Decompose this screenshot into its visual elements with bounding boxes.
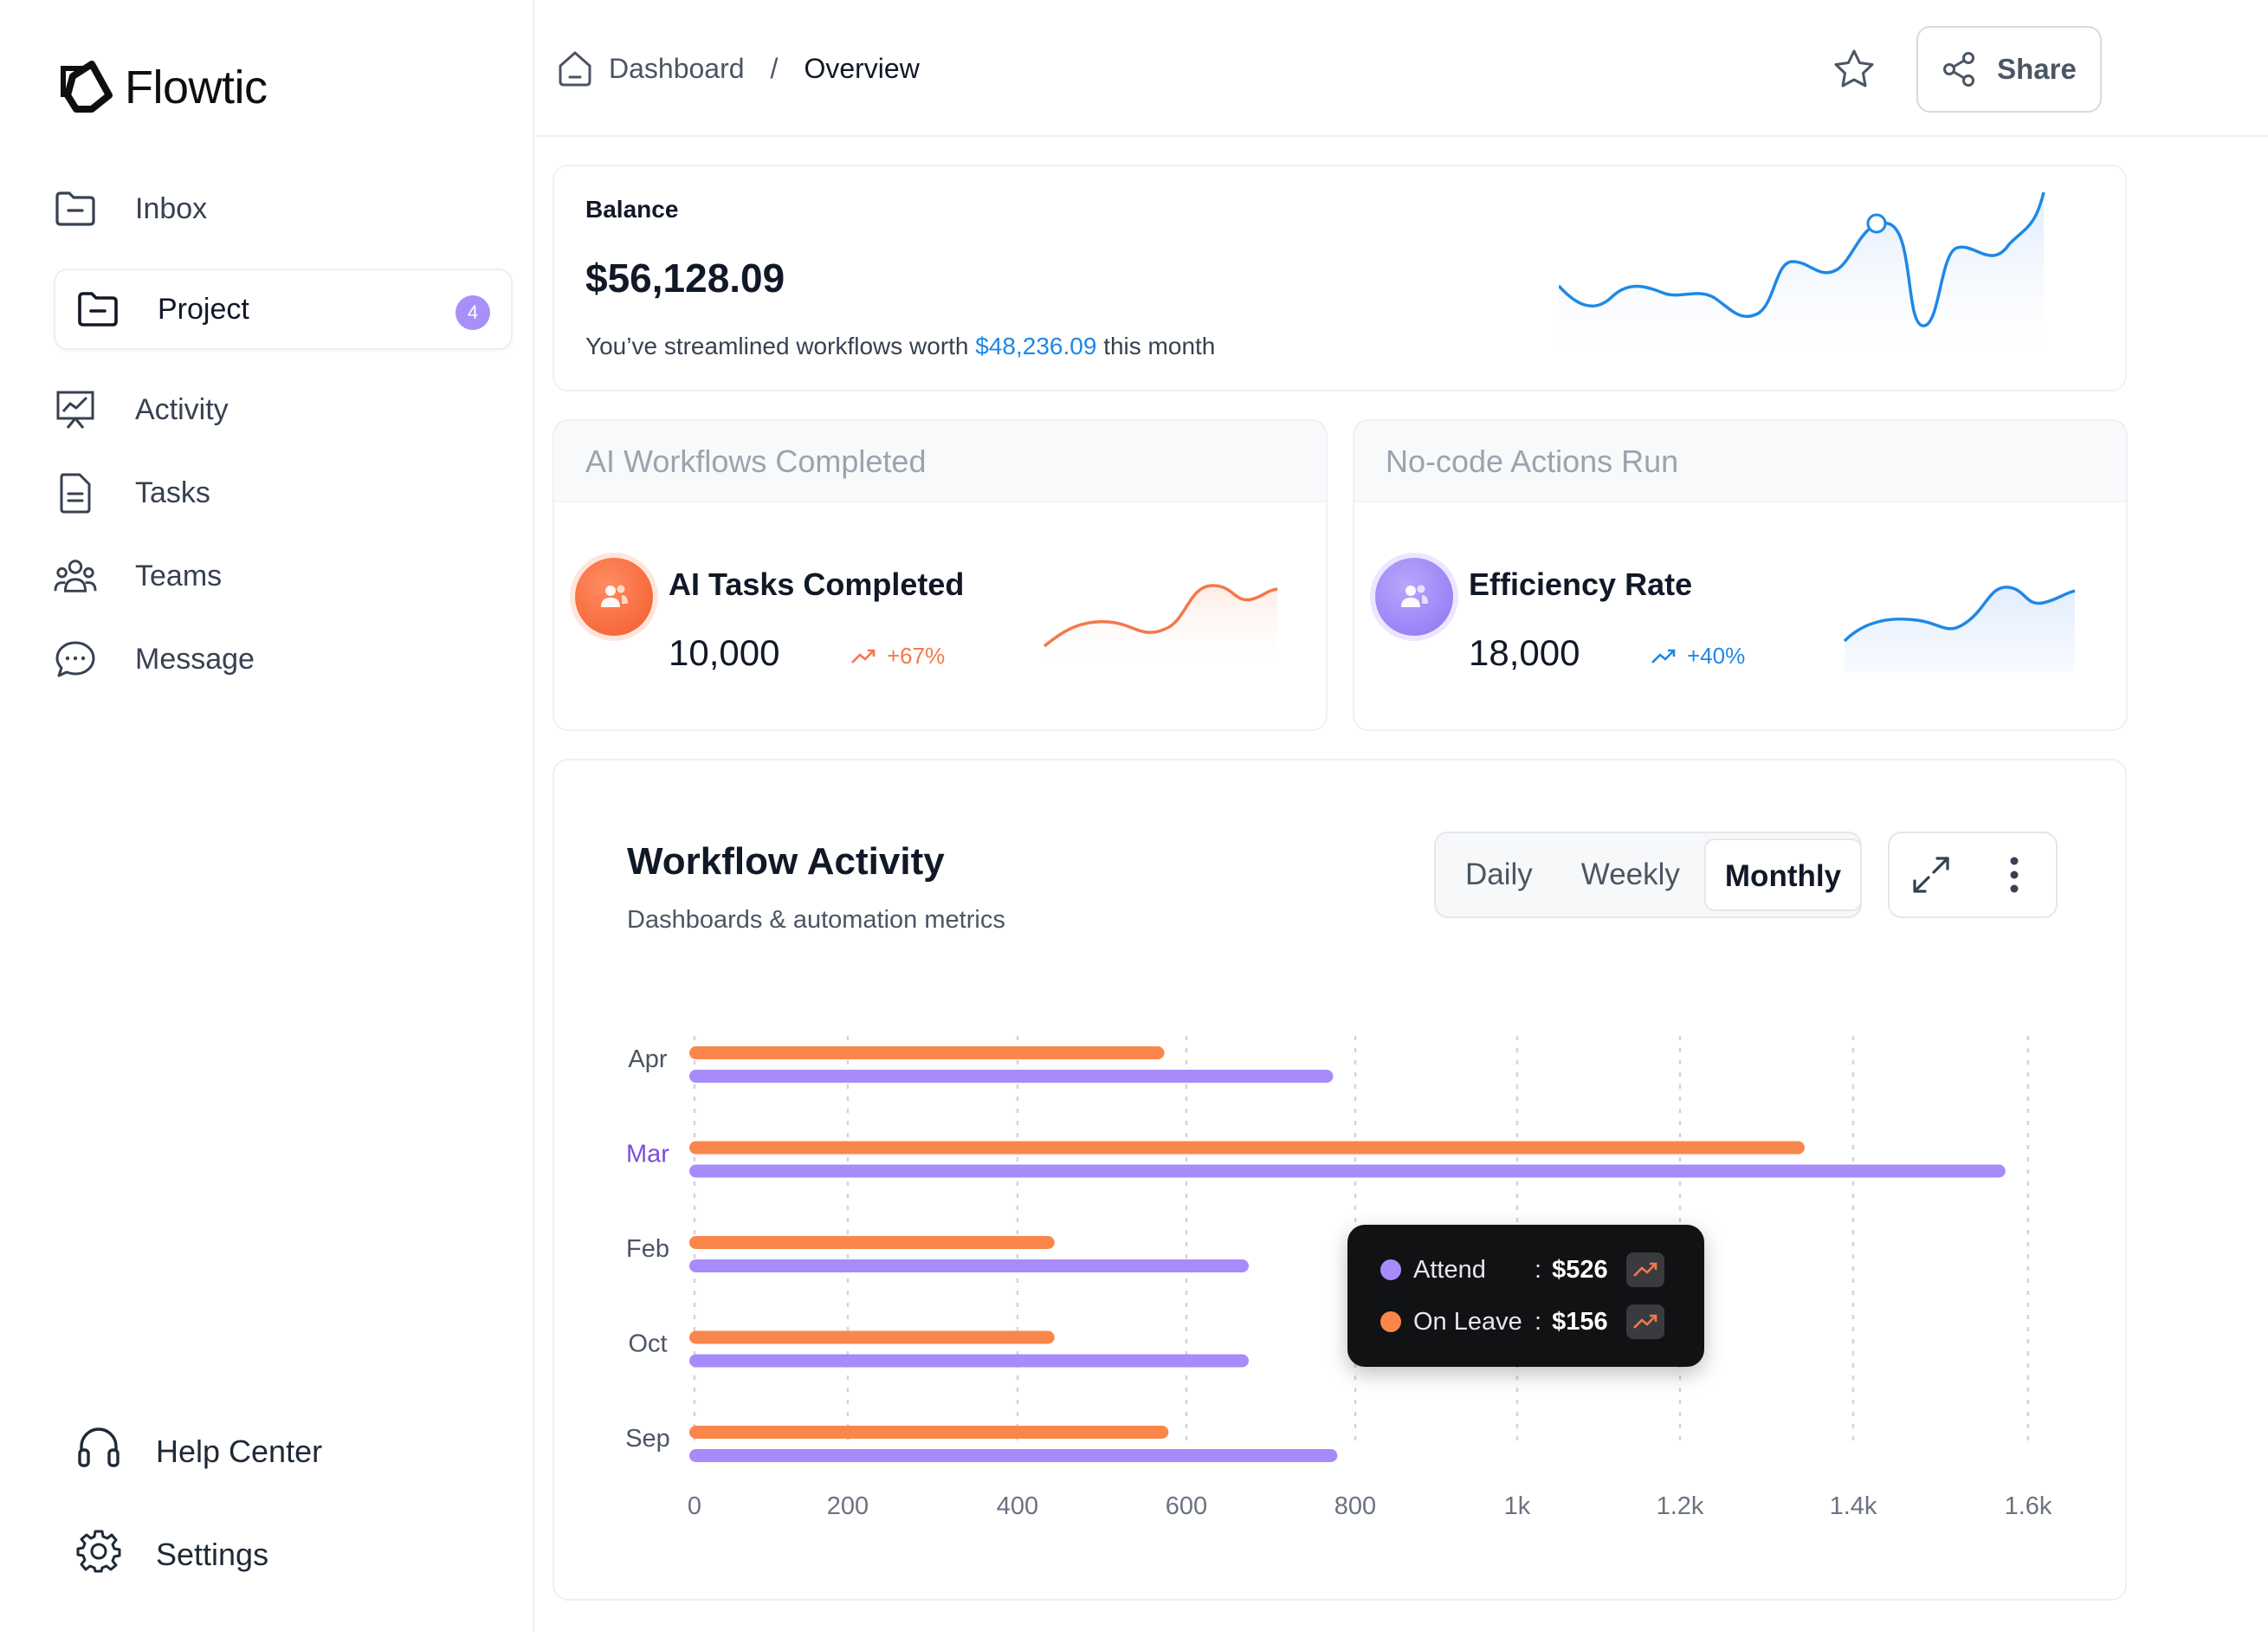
trend-indicator: +40% [1651,643,1745,670]
home-icon [559,51,591,87]
tooltip-label: On Leave [1413,1307,1522,1336]
help-center-link[interactable]: Help Center [76,1426,322,1477]
breadcrumb-home-label: Dashboard [609,52,745,84]
sidebar-item-label: Project [158,292,249,326]
legend-dot [1380,1259,1401,1280]
sidebar-item-activity[interactable]: Activity [52,371,511,449]
trend-indicator: +67% [850,643,945,670]
trend-up-icon [1626,1304,1665,1339]
section-subtitle: Dashboards & automation metrics [627,906,1005,934]
expand-button[interactable] [1890,832,1973,918]
balance-amount: $56,128.09 [585,256,785,301]
brand-name: Flowtic [125,61,268,113]
sidebar-item-inbox[interactable]: Inbox [52,170,511,248]
sidebar-item-tasks[interactable]: Tasks [52,454,511,532]
tooltip-row-attend: Attend : $526 [1380,1244,1671,1296]
stat-title: AI Tasks Completed [669,566,965,602]
tab-daily[interactable]: Daily [1465,858,1533,891]
chart-tooltip: Attend : $526 On Leave : $156 [1347,1225,1704,1367]
tab-monthly[interactable]: Monthly [1703,838,1863,911]
workflow-activity-card: Workflow Activity Dashboards & automatio… [552,759,2127,1601]
folder-minus-icon [54,187,97,230]
tooltip-value: $156 [1552,1307,1608,1336]
sidebar-item-label: Tasks [135,476,210,509]
trend-value: +40% [1687,643,1746,669]
balance-summary-prefix: You’ve streamlined workflows worth [585,333,976,359]
trend-value: +67% [887,643,946,669]
trend-up-icon [851,649,876,663]
brand[interactable]: Flowtic [57,61,268,114]
users-avatar-icon [1375,558,1453,636]
flowtic-logo-icon [61,61,113,113]
ai-workflows-card: AI Workflows Completed AI Tasks Complete… [552,419,1328,731]
more-options-button[interactable] [1973,832,2056,918]
breadcrumb-separator: / [770,52,779,84]
balance-summary-suffix: this month [1096,333,1216,359]
balance-sparkline [1559,192,2045,374]
no-code-actions-card: No-code Actions Run Efficiency Rate 18,0… [1353,419,2128,731]
headset-icon [76,1426,121,1477]
card-header: No-code Actions Run [1354,421,2126,502]
legend-dot [1380,1311,1401,1332]
stat-value: 18,000 [1469,632,1580,673]
users-avatar-icon [575,558,653,636]
tooltip-value: $526 [1552,1255,1608,1284]
balance-card: Balance $56,128.09 You’ve streamlined wo… [552,165,2127,392]
trend-up-icon [1626,1252,1665,1287]
folder-minus-icon [76,288,120,331]
tooltip-colon: : [1535,1307,1542,1336]
balance-summary: You’ve streamlined workflows worth $48,2… [585,333,1215,360]
sidebar: Flowtic Inbox Project 4 Activity T [0,0,534,1631]
top-header: Dashboard / Overview Share [534,0,2268,137]
gear-icon [76,1528,121,1581]
trend-up-icon [1651,649,1676,663]
share-icon [1943,52,1975,87]
balance-highlight-amount[interactable]: $48,236.09 [975,333,1097,359]
share-button[interactable]: Share [1916,26,2102,113]
breadcrumb-home[interactable]: Dashboard [555,49,745,88]
sidebar-item-label: Activity [135,392,229,426]
efficiency-sparkline [1843,586,2076,672]
document-icon [54,471,97,515]
sidebar-item-label: Message [135,642,255,676]
stat-value: 10,000 [669,632,780,673]
stat-title: Efficiency Rate [1469,566,1693,602]
tooltip-label: Attend [1413,1255,1486,1284]
tab-weekly[interactable]: Weekly [1580,858,1680,891]
sidebar-item-project[interactable]: Project 4 [54,269,513,350]
tooltip-colon: : [1535,1255,1542,1284]
settings-label: Settings [156,1536,269,1572]
share-label: Share [1997,53,2077,85]
chart-tools [1888,832,2058,918]
section-title: Workflow Activity [627,840,945,883]
period-toggle: Daily Weekly Monthly [1434,832,1863,918]
favorite-button[interactable] [1830,45,1878,94]
expand-icon [1913,857,1949,893]
sidebar-item-label: Teams [135,559,223,592]
ai-tasks-sparkline [1043,584,1278,672]
breadcrumb: Dashboard / Overview [555,49,920,88]
help-center-label: Help Center [156,1433,323,1469]
card-header: AI Workflows Completed [554,421,1326,502]
sidebar-item-teams[interactable]: Teams [52,537,511,615]
chat-bubble-icon [54,638,97,681]
sidebar-item-message[interactable]: Message [52,620,511,698]
count-badge: 4 [456,295,490,330]
breadcrumb-current: Overview [804,52,920,84]
tooltip-row-on-leave: On Leave : $156 [1380,1296,1671,1348]
star-icon [1834,49,1874,87]
presentation-chart-icon [54,388,97,431]
sparkline-marker [1866,213,1887,234]
settings-link[interactable]: Settings [76,1528,268,1581]
sidebar-item-label: Inbox [135,191,208,225]
more-vertical-icon [2010,857,2019,893]
users-group-icon [54,554,97,598]
balance-label: Balance [585,196,679,223]
